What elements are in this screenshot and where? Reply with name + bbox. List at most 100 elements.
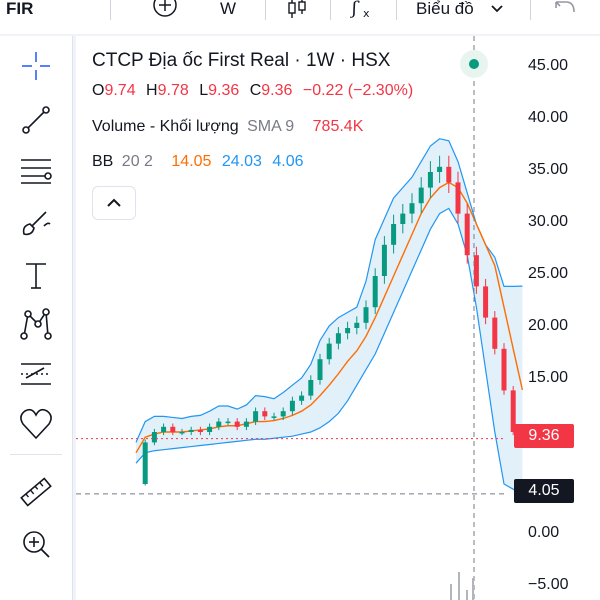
forecast-tool[interactable] bbox=[16, 354, 56, 394]
zoom-in-tool[interactable] bbox=[16, 524, 56, 564]
candle-body bbox=[409, 203, 415, 214]
candle-body bbox=[473, 255, 479, 287]
text-icon bbox=[26, 263, 46, 289]
bollinger-band-fill bbox=[136, 138, 523, 494]
candle-body bbox=[161, 426, 167, 432]
chart-style-button[interactable] bbox=[284, 0, 310, 20]
text-tool[interactable] bbox=[16, 256, 56, 296]
chart-type-dropdown[interactable]: Biểu đồ bbox=[416, 0, 504, 20]
candle-body bbox=[188, 429, 194, 432]
close-key: C bbox=[249, 82, 262, 99]
symbol-search[interactable]: FIR bbox=[6, 0, 34, 18]
svg-text:ʃ: ʃ bbox=[350, 0, 360, 19]
candle-body bbox=[243, 421, 249, 427]
candle-body bbox=[299, 395, 305, 401]
top-toolbar: FIR W ʃ x Biểu đồ bbox=[0, 0, 600, 34]
candle-body bbox=[372, 276, 378, 308]
legend-title[interactable]: CTCP Địa ốc First Real · 1W · HSX bbox=[92, 50, 391, 71]
price-axis-tick: 35.00 bbox=[528, 161, 569, 178]
candle-body bbox=[492, 317, 498, 349]
candle-body bbox=[142, 442, 148, 484]
candle-body bbox=[207, 426, 213, 432]
candle-body bbox=[427, 172, 433, 188]
horizontal-lines-icon bbox=[21, 159, 52, 184]
candle-body bbox=[446, 166, 452, 183]
price-axis-tick: 40.00 bbox=[528, 109, 569, 126]
candle-body bbox=[317, 359, 323, 380]
close-value: 9.36 bbox=[261, 82, 293, 99]
bb-upper-value: 24.03 bbox=[221, 153, 262, 170]
bb-params: 20 2 bbox=[121, 153, 153, 170]
candle-body bbox=[262, 411, 268, 417]
candle-body bbox=[308, 380, 314, 396]
collapse-legend-button[interactable] bbox=[92, 186, 136, 220]
price-axis-tick: 25.00 bbox=[528, 265, 569, 282]
indicators-button[interactable]: ʃ x bbox=[348, 0, 376, 20]
volume-legend[interactable]: Volume - Khối lượng SMA 9 785.4K bbox=[92, 118, 363, 136]
candle-body bbox=[400, 213, 406, 224]
open-value: 9.74 bbox=[104, 82, 136, 99]
bb-basis-value: 14.05 bbox=[171, 153, 212, 170]
chevron-down-icon bbox=[491, 5, 504, 13]
candle-body bbox=[335, 333, 341, 344]
volume-sma: SMA 9 bbox=[247, 118, 295, 135]
candle-body bbox=[170, 426, 176, 432]
candle-body bbox=[455, 182, 461, 214]
candle-body bbox=[151, 432, 157, 443]
volume-label: Volume - Khối lượng bbox=[92, 118, 239, 135]
chevron-up-icon bbox=[107, 198, 121, 207]
candle-body bbox=[326, 343, 332, 360]
candle-body bbox=[253, 411, 259, 422]
favorites-tool[interactable] bbox=[16, 404, 56, 444]
candle-body bbox=[197, 429, 203, 432]
volume-bar bbox=[472, 578, 474, 600]
fib-tool[interactable] bbox=[16, 150, 56, 190]
price-axis-tick: −5.00 bbox=[528, 576, 569, 593]
measure-tool[interactable] bbox=[16, 472, 56, 512]
interval-button[interactable]: W bbox=[220, 0, 237, 18]
candle-body bbox=[391, 224, 397, 245]
candle-body bbox=[483, 286, 489, 318]
plus-circle-icon bbox=[153, 0, 177, 17]
brush-tool[interactable] bbox=[16, 202, 56, 242]
chart-type-label: Biểu đồ bbox=[416, 0, 474, 18]
divider bbox=[396, 0, 397, 20]
crosshair-tool[interactable] bbox=[16, 46, 56, 86]
pattern-tool[interactable] bbox=[16, 304, 56, 344]
candle-body bbox=[437, 166, 443, 172]
svg-text:x: x bbox=[363, 7, 370, 20]
candle-body bbox=[271, 416, 277, 418]
bb-upper-line bbox=[135, 138, 523, 443]
add-symbol-button[interactable] bbox=[152, 0, 178, 20]
price-axis-tick: 45.00 bbox=[528, 57, 569, 74]
heart-icon bbox=[20, 408, 52, 440]
undo-button[interactable] bbox=[554, 0, 580, 20]
divider bbox=[10, 454, 62, 455]
candle-body bbox=[510, 390, 516, 432]
candles-icon bbox=[288, 0, 306, 18]
price-axis-tick: 15.00 bbox=[528, 369, 569, 386]
price-chart[interactable] bbox=[76, 36, 600, 600]
candle-body bbox=[363, 307, 369, 323]
bb-legend[interactable]: BB 20 2 14.05 24.03 4.06 bbox=[92, 153, 304, 171]
last-price-label: 9.36 bbox=[514, 424, 574, 448]
divider bbox=[330, 0, 331, 20]
low-value: 9.36 bbox=[208, 82, 240, 99]
volume-bar bbox=[450, 584, 452, 600]
change-value: −0.22 (−2.30%) bbox=[302, 82, 414, 99]
high-key: H bbox=[146, 82, 158, 99]
candle-body bbox=[216, 421, 222, 427]
volume-bar bbox=[466, 590, 468, 600]
divider bbox=[265, 0, 266, 20]
candle-body bbox=[418, 187, 424, 204]
candle-body bbox=[234, 421, 240, 427]
trend-line-tool[interactable] bbox=[16, 100, 56, 140]
chart-pane[interactable]: CTCP Địa ốc First Real · 1W · HSX O9.74 … bbox=[76, 36, 600, 600]
candle-body bbox=[354, 322, 360, 328]
volume-value: 785.4K bbox=[312, 118, 364, 135]
brush-icon bbox=[22, 211, 51, 236]
high-value: 9.78 bbox=[157, 82, 189, 99]
bb-lower-value: 4.06 bbox=[272, 153, 304, 170]
candle-body bbox=[225, 421, 231, 424]
market-status-indicator[interactable] bbox=[460, 50, 488, 78]
